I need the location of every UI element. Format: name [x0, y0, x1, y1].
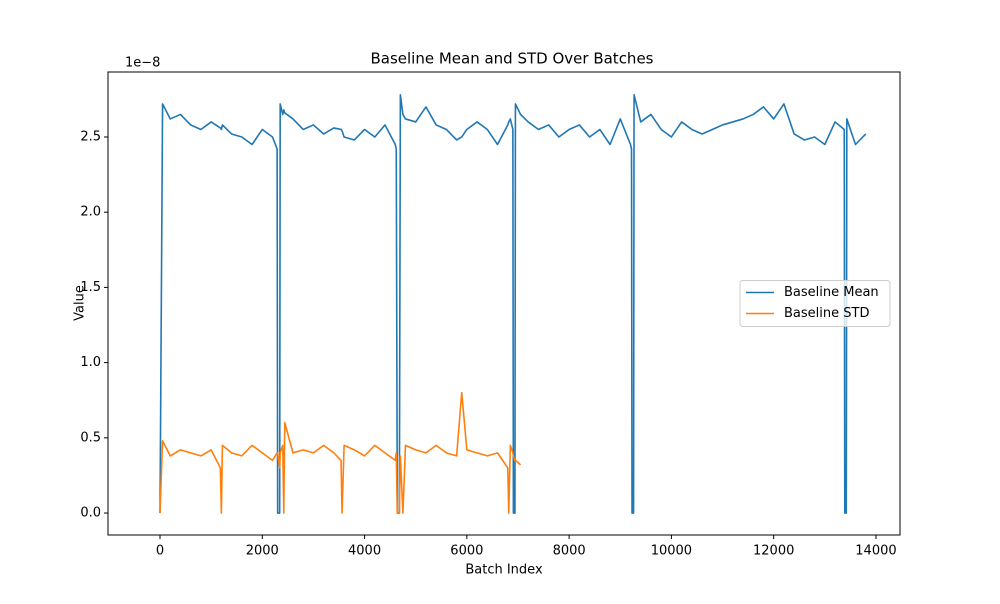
x-tick-label: 10000 — [651, 544, 692, 559]
legend-box — [739, 280, 891, 327]
legend-label: Baseline STD — [784, 306, 869, 321]
y-tick-label: 0.0 — [80, 506, 101, 521]
y-tick-label: 0.5 — [80, 430, 101, 445]
series-line — [159, 94, 867, 514]
series-line — [159, 391, 522, 514]
x-tick-label: 14000 — [855, 544, 896, 559]
x-tick-label: 4000 — [348, 544, 381, 559]
chart-title: Baseline Mean and STD Over Batches — [370, 50, 653, 68]
y-tick-label: 2.5 — [80, 129, 101, 144]
y-axis-label: Value — [73, 285, 88, 321]
x-axis-label: Batch Index — [465, 563, 543, 578]
x-tick-label: 8000 — [553, 544, 586, 559]
x-tick-label: 2000 — [246, 544, 279, 559]
x-tick-label: 6000 — [450, 544, 483, 559]
x-tick-label: 0 — [156, 544, 164, 559]
y-offset-label: 1e−8 — [125, 56, 160, 71]
legend-label: Baseline Mean — [784, 285, 879, 300]
y-tick-label: 1.0 — [80, 355, 101, 370]
y-tick-label: 1.5 — [80, 280, 101, 295]
x-tick-label: 12000 — [753, 544, 794, 559]
plot-frame — [107, 71, 901, 536]
y-tick-label: 2.0 — [80, 205, 101, 220]
